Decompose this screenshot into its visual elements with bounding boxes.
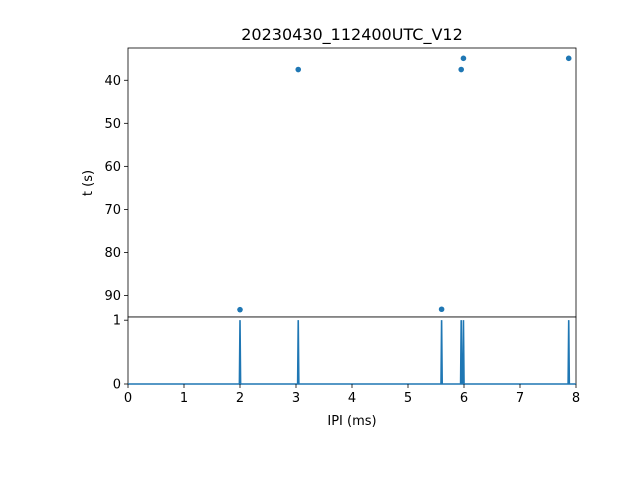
scatter-point (565, 55, 572, 62)
scatter-y-tick-label: 40 (104, 74, 121, 89)
scatter-y-tick-label: 60 (104, 160, 121, 175)
chart-title: 20230430_112400UTC_V12 (241, 25, 463, 45)
histogram-plot-area (127, 316, 577, 385)
histogram-line (128, 320, 576, 385)
scatter-point (460, 55, 467, 62)
scatter-point (237, 306, 243, 313)
histogram-x-tick-label: 2 (236, 391, 244, 406)
histogram-y-tick-label: 1 (113, 314, 121, 329)
x-axis-label: IPI (ms) (327, 414, 376, 429)
histogram-x-tick-label: 8 (572, 391, 580, 406)
histogram-x-tick-label: 7 (516, 391, 524, 406)
y-axis-label: t (s) (81, 170, 96, 196)
scatter-y-tick-label: 70 (104, 203, 121, 218)
scatter-point (458, 66, 465, 73)
scatter-points (237, 55, 572, 313)
histogram-series-line (128, 320, 576, 385)
scatter-y-tick-label: 90 (104, 289, 121, 304)
histogram-x-ticks: 0 1 2 3 4 5 6 7 8 (124, 384, 580, 406)
histogram-x-tick-label: 3 (292, 391, 300, 406)
scatter-panel: 40 50 60 70 80 90 (104, 47, 577, 318)
histogram-x-tick-label: 4 (348, 391, 356, 406)
histogram-y-ticks: 01 (113, 314, 128, 393)
histogram-x-tick-label: 0 (124, 391, 132, 406)
scatter-y-ticks: 40 50 60 70 80 90 (104, 74, 128, 304)
histogram-y-tick-label: 0 (113, 378, 121, 393)
scatter-y-tick-label: 50 (104, 117, 121, 132)
scatter-point (295, 66, 302, 73)
scatter-y-tick-label: 80 (104, 246, 121, 261)
histogram-x-tick-label: 5 (404, 391, 412, 406)
histogram-x-tick-label: 1 (180, 391, 188, 406)
scatter-point (438, 306, 445, 313)
scatter-plot-area (127, 47, 577, 318)
histogram-x-tick-label: 6 (460, 391, 468, 406)
